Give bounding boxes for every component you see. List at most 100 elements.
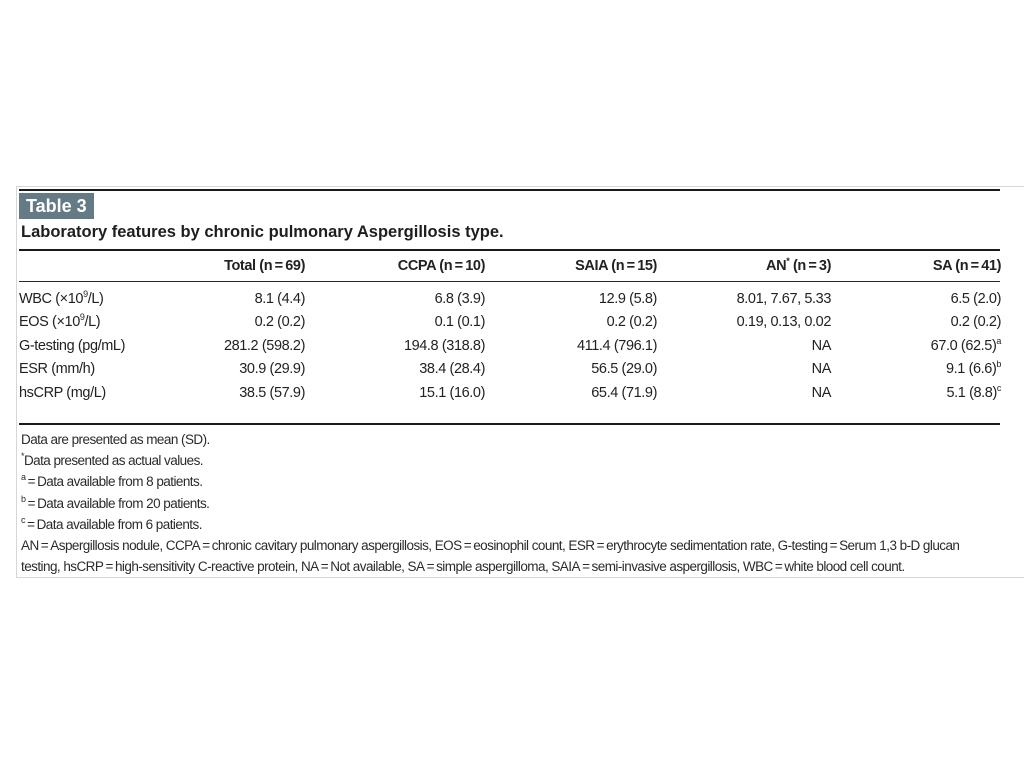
header-sa-text: SA (n = 41) [932,258,1002,274]
table-cell: 194.8 (318.8) [319,334,495,358]
row-label-sup: 9 [83,288,88,299]
row-label-text: EOS (×10 [19,314,80,331]
footnote-c-mark: c [21,514,25,525]
cell-value: 8.01, 7.67, 5.33 [736,290,832,307]
header-cell-empty [19,251,169,281]
row-label-rest: /L) [84,314,101,331]
table-header-row: Total (n = 69) CCPA (n = 10) SAIA (n = 1… [19,251,1001,281]
body-bottom-rule [19,423,1000,425]
row-label-text: ESR (mm/h) [19,361,95,378]
cell-value: 38.4 (28.4) [419,361,485,378]
table-cell: NA [669,334,837,358]
cell-footnote-mark: c [996,382,1002,393]
footnote-a: a = Data available from 8 patients. [21,471,1001,492]
header-saia-text: SAIA (n = 15) [575,258,657,274]
table-cell: 0.2 (0.2) [495,311,669,335]
cell-value: 67.0 (62.5) [930,337,997,354]
table-cell: 6.8 (3.9) [319,281,495,311]
cell-value: 0.1 (0.1) [434,314,486,331]
cell-value: 6.5 (2.0) [950,290,1002,307]
table-label-badge: Table 3 [19,193,94,219]
row-label: ESR (mm/h) [19,358,169,382]
cell-value: 194.8 (318.8) [403,337,485,354]
cell-value: 6.8 (3.9) [434,290,486,307]
cell-footnote-mark: a [996,335,1001,346]
header-saia: SAIA (n = 15) [495,251,669,281]
row-label: EOS (×109/L) [19,311,169,335]
row-label-rest: /L) [87,290,104,307]
header-an-text: AN [766,258,787,274]
table-cell: 5.1 (8.8)c [837,381,1001,405]
table-figure: Table 3 Laboratory features by chronic p… [16,186,1024,578]
cell-value: 0.2 (0.2) [950,314,1002,331]
footnote-b-text: = Data available from 20 patients. [25,495,210,511]
table-cell: NA [669,358,837,382]
table-cell: 12.9 (5.8) [495,281,669,311]
cell-value: 38.5 (57.9) [239,384,305,401]
cell-value: 56.5 (29.0) [591,361,657,378]
table-cell: 8.01, 7.67, 5.33 [669,281,837,311]
header-ccpa-text: CCPA (n = 10) [397,258,486,274]
cell-value: 411.4 (796.1) [577,337,657,354]
table-cell: 65.4 (71.9) [495,381,669,405]
table-cell: 281.2 (598.2) [169,334,319,358]
header-total-text: Total (n = 69) [224,258,305,274]
table-row: G-testing (pg/mL) 281.2 (598.2) 194.8 (318… [19,334,1001,358]
header-an-rest: (n = 3) [789,258,831,274]
cell-value: 65.4 (71.9) [591,384,657,401]
table-cell: 9.1 (6.6)b [837,358,1001,382]
cell-value: 281.2 (598.2) [223,337,305,354]
table-cell: 15.1 (16.0) [319,381,495,405]
row-label: WBC (×109/L) [19,281,169,311]
table-row: EOS (×109/L) 0.2 (0.2) 0.1 (0.1) 0.2 (0.2) 0… [19,311,1001,335]
cell-footnote-mark: b [996,359,1001,370]
table-cell: 0.1 (0.1) [319,311,495,335]
footnote-asterisk-text: Data presented as actual values. [23,453,204,469]
footnote-a-mark: a [21,472,26,483]
header-an-sup: * [786,256,790,266]
table-footnotes: Data are presented as mean (SD). *Data p… [21,429,1001,577]
row-label-text: WBC (×10 [19,290,84,307]
footnote-abbreviations: AN = Aspergillosis nodule, CCPA = chroni… [21,538,960,575]
footnote-c-text: = Data available from 6 patients. [24,516,202,532]
table-cell: 38.4 (28.4) [319,358,495,382]
lab-features-table: Total (n = 69) CCPA (n = 10) SAIA (n = 1… [19,251,1001,405]
cell-value: 0.2 (0.2) [606,314,658,331]
cell-value: 0.19, 0.13, 0.02 [736,314,832,331]
row-label-text: hsCRP (mg/L) [19,384,106,401]
table-row: ESR (mm/h) 30.9 (29.9) 38.4 (28.4) 56.5 (29… [19,358,1001,382]
row-label-text: G-testing (pg/mL) [19,337,126,354]
table-cell: 30.9 (29.9) [169,358,319,382]
table-cell: NA [669,381,837,405]
table-body: WBC (×109/L) 8.1 (4.4) 6.8 (3.9) 12.9 (5.8)… [19,281,1001,405]
top-rule [19,189,1000,191]
cell-value: 30.9 (29.9) [239,361,305,378]
cell-value: 9.1 (6.6) [945,361,997,378]
table-cell: 0.2 (0.2) [837,311,1002,335]
row-label-sup: 9 [79,312,85,323]
cell-value: 12.9 (5.8) [598,290,657,307]
cell-value: 15.1 (16.0) [419,384,485,401]
footnote-b: b = Data available from 20 patients. [21,493,1001,514]
row-label: hsCRP (mg/L) [19,381,169,405]
header-bottom-rule [19,281,1000,282]
cell-value: NA [811,337,832,354]
footnote-asterisk: *Data presented as actual values. [21,450,1001,471]
table-cell: 6.5 (2.0) [837,281,1002,311]
footnote-b-mark: b [21,493,26,504]
table-cell: 38.5 (57.9) [169,381,319,405]
footnote-asterisk-mark: * [21,451,24,462]
table-caption: Laboratory features by chronic pulmonary… [21,223,504,241]
table-row: hsCRP (mg/L) 38.5 (57.9) 15.1 (16.0) 65.4 (… [19,381,1001,405]
header-an: AN* (n = 3) [669,251,837,281]
cell-value: NA [811,361,832,378]
cell-value: 8.1 (4.4) [254,290,306,307]
cell-value: 0.2 (0.2) [254,314,306,331]
table-cell: 0.19, 0.13, 0.02 [669,311,837,335]
table-cell: 8.1 (4.4) [169,281,319,311]
footnote-a-text: = Data available from 8 patients. [25,474,203,490]
table-cell: 56.5 (29.0) [495,358,669,382]
header-ccpa: CCPA (n = 10) [319,251,495,281]
table-row: WBC (×109/L) 8.1 (4.4) 6.8 (3.9) 12.9 (5.8)… [19,281,1001,311]
header-sa: SA (n = 41) [837,251,1002,281]
